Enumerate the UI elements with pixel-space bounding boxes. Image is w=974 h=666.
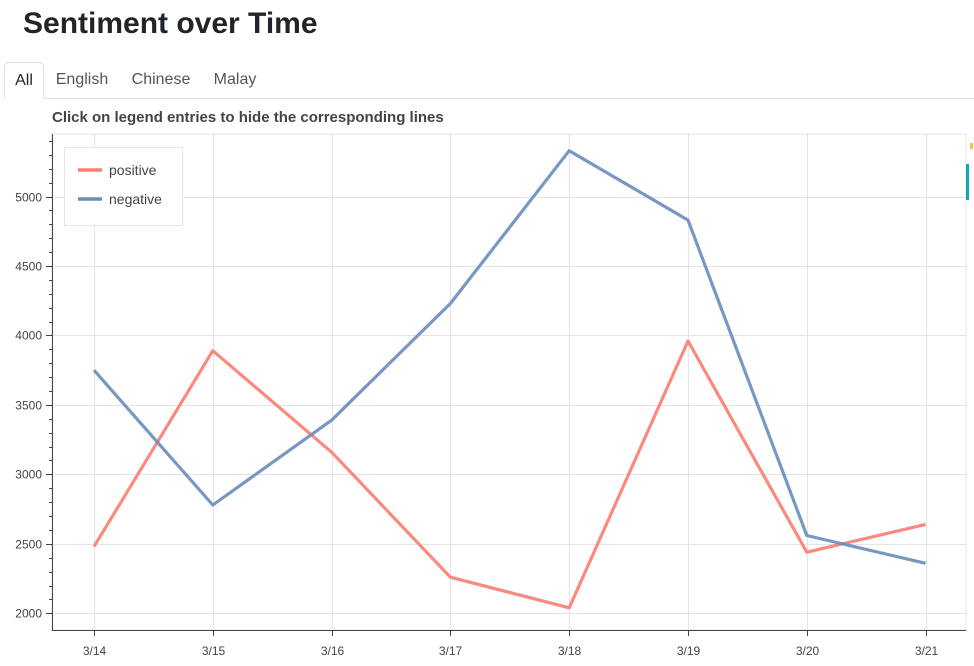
tab-all[interactable]: All	[4, 62, 44, 99]
language-tabs: All English Chinese Malay	[4, 62, 974, 99]
x-tick-label: 3/16	[321, 644, 345, 658]
x-tick-label: 3/21	[915, 644, 939, 658]
y-tick-label: 4500	[15, 260, 42, 274]
legend-box	[64, 147, 183, 226]
tab-english[interactable]: English	[55, 71, 109, 88]
plot-frame	[51, 133, 967, 631]
x-tick-label: 3/20	[796, 644, 820, 658]
legend-entry-negative[interactable]: negative	[109, 191, 162, 207]
x-tick-label: 3/15	[202, 644, 226, 658]
toolbar-logo-edge	[970, 143, 973, 149]
x-tick-label: 3/18	[558, 644, 582, 658]
y-tick-label: 2000	[15, 607, 42, 621]
y-tick-label: 3000	[15, 468, 42, 482]
series-line-positive	[92, 339, 926, 610]
series-line-negative	[92, 149, 926, 565]
page-title: Sentiment over Time	[23, 7, 318, 40]
x-tick-label: 3/17	[439, 644, 463, 658]
x-tick-label: 3/14	[83, 644, 107, 658]
tab-malay[interactable]: Malay	[213, 71, 257, 88]
tab-chinese[interactable]: Chinese	[131, 71, 191, 88]
y-tick-label: 3500	[15, 399, 42, 413]
legend-entry-positive[interactable]: positive	[109, 162, 157, 178]
y-tick-label: 4000	[15, 329, 42, 343]
y-tick-label: 2500	[15, 538, 42, 552]
x-tick-label: 3/19	[677, 644, 701, 658]
toolbar-edge	[966, 164, 969, 200]
y-tick-label: 5000	[15, 191, 42, 205]
chart-title: Click on legend entries to hide the corr…	[52, 109, 444, 126]
